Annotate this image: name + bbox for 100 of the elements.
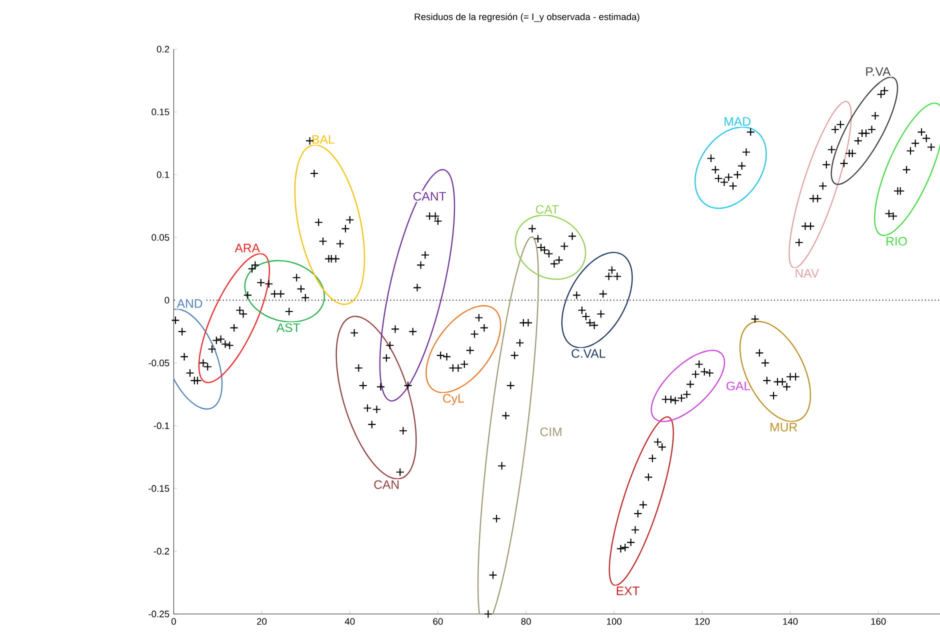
point — [836, 120, 845, 129]
point — [436, 351, 445, 360]
x-tick-label: 0 — [171, 618, 176, 625]
y-tick-label: -0.15 — [148, 485, 170, 492]
point — [230, 323, 238, 332]
series-label: MUR — [770, 422, 798, 432]
point — [208, 344, 216, 354]
point — [830, 125, 840, 134]
point — [906, 146, 915, 156]
point — [412, 283, 422, 292]
point — [336, 239, 344, 248]
point — [358, 381, 368, 390]
series-label: MAD — [724, 117, 750, 126]
point — [276, 290, 285, 298]
x-tick-label: 80 — [521, 618, 531, 625]
point — [638, 500, 648, 509]
y-tick-label: 0.15 — [152, 108, 170, 116]
x-tick-label: 100 — [607, 618, 622, 625]
point — [677, 394, 686, 402]
point — [550, 259, 558, 268]
point — [516, 338, 524, 348]
point — [867, 125, 876, 134]
point — [728, 182, 738, 190]
point — [616, 544, 625, 553]
point — [484, 610, 492, 618]
point — [760, 358, 770, 368]
point — [626, 538, 636, 547]
x-tick-label: 160 — [871, 618, 886, 625]
point — [750, 314, 760, 324]
point — [390, 324, 400, 334]
point — [848, 148, 857, 158]
point — [598, 290, 608, 298]
point — [492, 514, 501, 523]
series-label: RIO — [886, 236, 907, 246]
y-tick-label: 0.05 — [152, 234, 170, 241]
point — [460, 360, 469, 368]
point — [292, 273, 301, 282]
point — [382, 354, 391, 362]
point — [691, 370, 700, 378]
y-tick-label: 0 — [164, 296, 170, 304]
point — [193, 376, 202, 385]
point — [524, 318, 533, 327]
point — [554, 256, 564, 264]
x-tick-label: 140 — [783, 618, 798, 625]
point — [794, 238, 804, 247]
point — [733, 170, 742, 179]
series-label: CANT — [413, 192, 446, 201]
point — [800, 222, 810, 230]
point — [568, 232, 577, 240]
series-label: GAL — [726, 381, 750, 390]
point — [706, 154, 716, 163]
point — [331, 254, 340, 263]
y-tick-label: 0.2 — [156, 46, 170, 52]
point — [256, 278, 266, 287]
point — [634, 509, 642, 518]
point — [880, 86, 889, 95]
point — [264, 280, 274, 288]
point — [341, 224, 350, 233]
point — [354, 364, 363, 372]
point — [488, 570, 498, 580]
point — [791, 372, 800, 381]
series-label: NAV — [796, 268, 820, 278]
point — [178, 327, 186, 336]
point — [711, 165, 720, 174]
point — [822, 160, 831, 169]
point — [501, 411, 510, 420]
point — [572, 290, 581, 300]
point — [314, 218, 323, 227]
point — [738, 162, 746, 170]
series-label: CyL — [443, 394, 464, 406]
point — [648, 454, 657, 463]
point — [694, 360, 704, 368]
point — [398, 426, 408, 435]
point — [420, 250, 430, 260]
point — [408, 327, 418, 336]
point — [318, 236, 328, 246]
text: CIM — [540, 427, 562, 436]
point — [724, 172, 733, 182]
series-label: BAL — [312, 135, 334, 144]
point — [604, 272, 614, 281]
point — [498, 461, 506, 470]
point — [470, 330, 479, 338]
point — [296, 284, 306, 294]
point — [661, 394, 670, 404]
point — [596, 310, 606, 318]
point — [284, 307, 294, 316]
point — [769, 391, 778, 400]
point — [806, 222, 815, 230]
series-label: CAT — [536, 204, 559, 214]
series-label: AND — [176, 299, 202, 308]
point — [396, 468, 404, 476]
point — [310, 169, 318, 178]
y-tick-label: -0.2 — [154, 548, 170, 554]
point — [376, 382, 385, 391]
point — [926, 142, 936, 152]
point — [682, 390, 692, 399]
point — [301, 293, 310, 302]
x-tick-label: 120 — [695, 618, 710, 625]
y-tick-label: -0.25 — [148, 610, 170, 618]
point — [186, 368, 194, 378]
